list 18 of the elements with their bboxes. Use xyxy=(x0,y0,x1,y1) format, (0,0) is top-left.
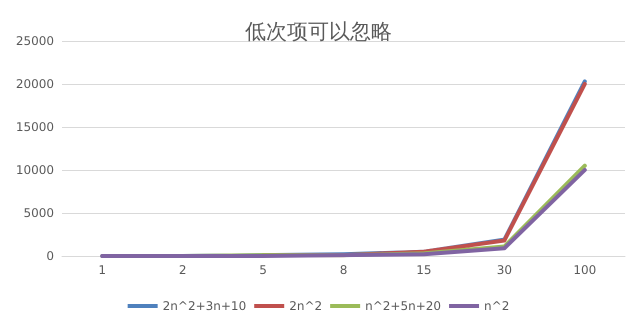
y-tick-label: 10000 xyxy=(16,163,54,177)
x-tick-label: 2 xyxy=(178,263,186,277)
x-tick-label: 1 xyxy=(98,263,106,277)
x-tick-label: 100 xyxy=(573,263,596,277)
y-tick-label: 20000 xyxy=(16,77,54,91)
x-tick-label: 5 xyxy=(259,263,267,277)
legend-label: 2n^2 xyxy=(289,299,322,313)
y-tick-label: 25000 xyxy=(16,34,54,48)
legend-label: n^2 xyxy=(484,299,510,313)
y-tick-label: 0 xyxy=(46,249,54,263)
y-tick-label: 15000 xyxy=(16,120,54,134)
x-tick-label: 30 xyxy=(496,263,512,277)
legend-label: 2n^2+3n+10 xyxy=(162,299,246,313)
x-tick-label: 8 xyxy=(340,263,348,277)
chart-title: 低次项可以忽略 xyxy=(245,20,392,44)
legend-label: n^2+5n+20 xyxy=(365,299,442,313)
x-tick-label: 15 xyxy=(416,263,432,277)
y-tick-label: 5000 xyxy=(23,206,54,220)
